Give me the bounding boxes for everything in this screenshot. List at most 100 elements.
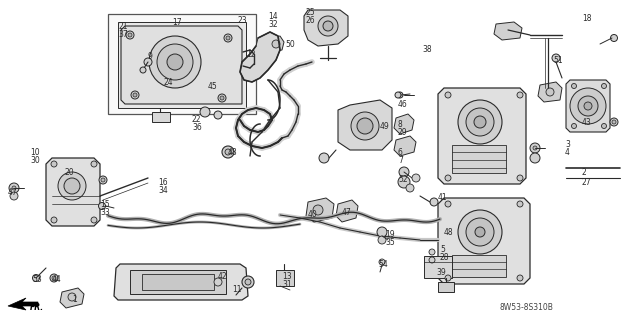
Text: 43: 43 xyxy=(582,118,592,127)
Text: 52: 52 xyxy=(398,175,408,184)
Text: 17: 17 xyxy=(172,18,182,27)
Circle shape xyxy=(533,146,537,150)
Text: 1: 1 xyxy=(72,295,76,304)
Circle shape xyxy=(445,175,451,181)
Text: 39: 39 xyxy=(436,268,446,277)
Text: 35: 35 xyxy=(385,238,395,247)
Circle shape xyxy=(578,96,598,116)
Polygon shape xyxy=(114,264,248,300)
Circle shape xyxy=(378,236,386,244)
Text: 23: 23 xyxy=(238,16,248,25)
Text: 7: 7 xyxy=(398,156,403,165)
Text: 33: 33 xyxy=(100,208,110,217)
Polygon shape xyxy=(304,10,348,46)
Bar xyxy=(452,145,506,173)
Text: 12: 12 xyxy=(246,50,255,59)
Circle shape xyxy=(351,112,379,140)
Circle shape xyxy=(517,175,523,181)
Text: 3: 3 xyxy=(565,140,570,149)
Circle shape xyxy=(245,279,251,285)
Circle shape xyxy=(242,276,254,288)
Text: 51: 51 xyxy=(553,56,562,65)
Circle shape xyxy=(445,201,451,207)
Text: 2: 2 xyxy=(582,168,587,177)
Text: 25: 25 xyxy=(306,8,315,17)
Polygon shape xyxy=(240,32,280,82)
Text: 5: 5 xyxy=(440,245,445,254)
Bar xyxy=(142,274,214,290)
Circle shape xyxy=(530,143,540,153)
Polygon shape xyxy=(60,288,84,308)
Circle shape xyxy=(412,174,420,182)
Text: 15: 15 xyxy=(100,200,110,209)
Text: 30: 30 xyxy=(30,156,39,165)
Circle shape xyxy=(225,149,231,155)
Circle shape xyxy=(466,218,494,246)
Circle shape xyxy=(9,183,19,193)
Circle shape xyxy=(458,210,502,254)
Circle shape xyxy=(601,124,606,129)
Circle shape xyxy=(458,100,502,144)
Circle shape xyxy=(128,33,132,37)
Circle shape xyxy=(214,111,222,119)
Polygon shape xyxy=(338,100,392,150)
Text: 37: 37 xyxy=(118,30,128,39)
Circle shape xyxy=(517,275,523,281)
Circle shape xyxy=(610,118,618,126)
Text: 54: 54 xyxy=(378,260,388,269)
Circle shape xyxy=(474,116,486,128)
Text: 4: 4 xyxy=(565,148,570,157)
Circle shape xyxy=(318,16,338,36)
Circle shape xyxy=(398,176,410,188)
Circle shape xyxy=(570,88,606,124)
Text: 48: 48 xyxy=(444,228,454,237)
Text: 31: 31 xyxy=(282,280,292,289)
Circle shape xyxy=(530,153,540,163)
Circle shape xyxy=(610,35,617,42)
Circle shape xyxy=(429,249,435,255)
Text: 8W53-8S310B: 8W53-8S310B xyxy=(500,303,554,313)
Text: 26: 26 xyxy=(306,16,315,25)
Circle shape xyxy=(157,44,193,80)
Circle shape xyxy=(571,124,576,129)
Circle shape xyxy=(50,274,58,282)
Text: 14: 14 xyxy=(268,12,278,21)
Circle shape xyxy=(406,184,414,192)
Text: FR.: FR. xyxy=(30,303,44,313)
Text: 34: 34 xyxy=(158,186,168,195)
Circle shape xyxy=(357,118,373,134)
Circle shape xyxy=(397,92,403,98)
Text: 13: 13 xyxy=(282,272,292,281)
Text: 16: 16 xyxy=(158,178,168,187)
Polygon shape xyxy=(538,82,562,102)
Circle shape xyxy=(517,201,523,207)
Polygon shape xyxy=(268,36,284,52)
Circle shape xyxy=(224,34,232,42)
Circle shape xyxy=(445,92,451,98)
Polygon shape xyxy=(438,88,526,184)
Circle shape xyxy=(64,178,80,194)
Text: 44: 44 xyxy=(52,275,62,284)
Circle shape xyxy=(51,217,57,223)
Circle shape xyxy=(91,161,97,167)
Circle shape xyxy=(272,40,280,48)
Text: 22: 22 xyxy=(192,115,201,124)
Circle shape xyxy=(220,96,224,100)
Circle shape xyxy=(584,102,592,110)
Circle shape xyxy=(99,176,107,184)
Circle shape xyxy=(546,88,554,96)
Polygon shape xyxy=(438,198,530,284)
Text: 27: 27 xyxy=(582,178,592,187)
Text: 47: 47 xyxy=(342,208,352,217)
Circle shape xyxy=(319,153,329,163)
Polygon shape xyxy=(306,198,334,222)
Bar xyxy=(108,14,256,114)
Circle shape xyxy=(140,67,146,73)
Bar xyxy=(325,18,331,34)
Circle shape xyxy=(218,94,226,102)
Text: 20: 20 xyxy=(64,168,74,177)
Text: 18: 18 xyxy=(582,14,592,23)
Circle shape xyxy=(323,21,333,31)
Circle shape xyxy=(133,93,137,97)
Polygon shape xyxy=(336,200,358,222)
